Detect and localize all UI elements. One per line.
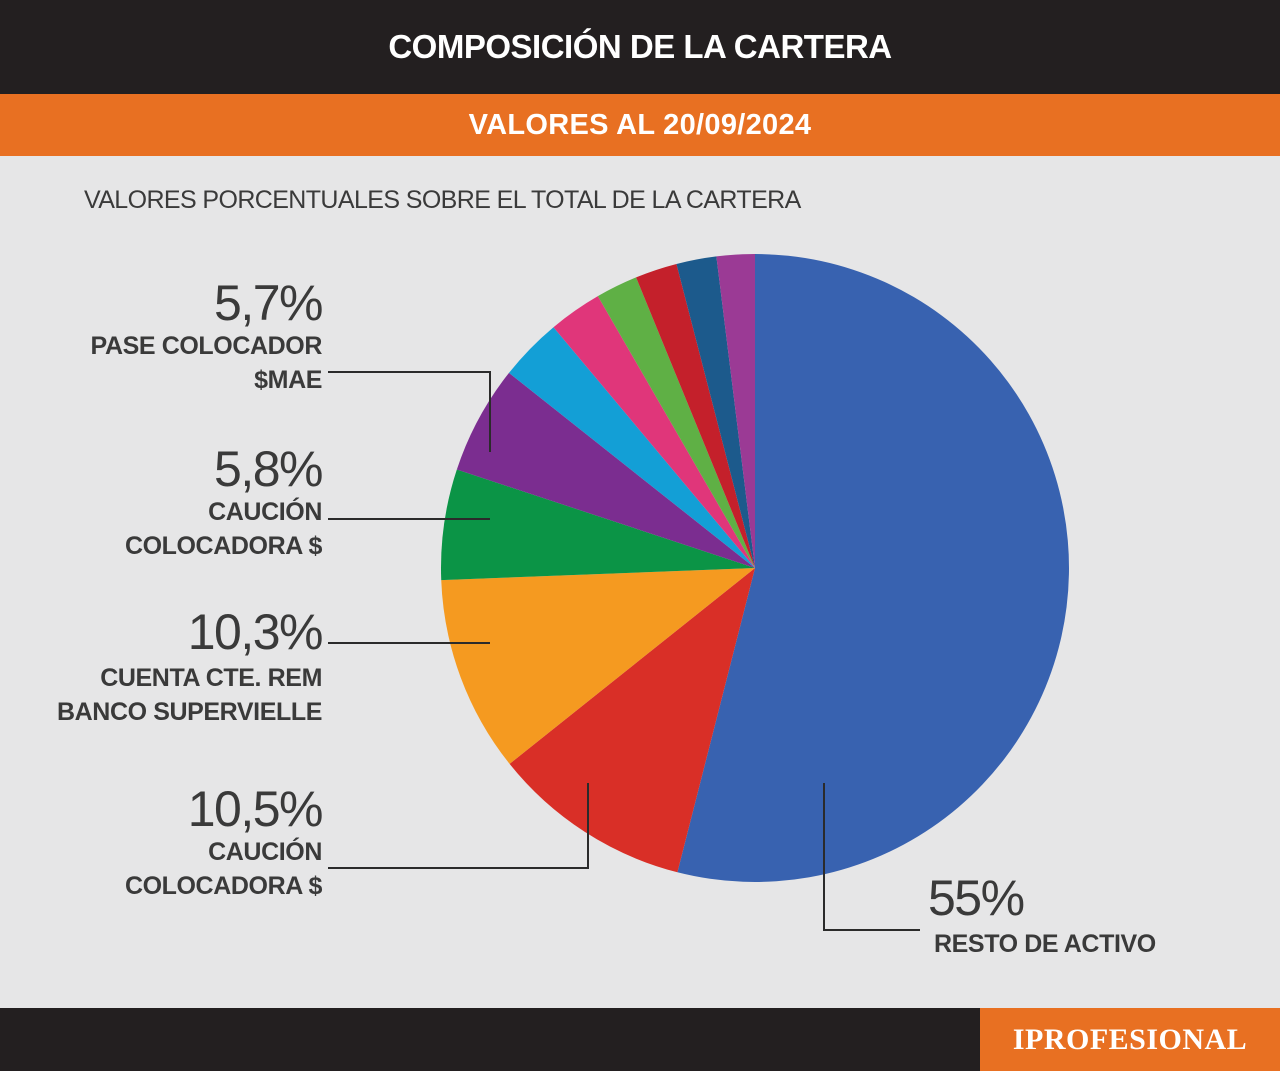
pie-slice — [508, 327, 755, 568]
chart-title: COMPOSICIÓN DE LA CARTERA — [388, 28, 892, 65]
pie-slice — [441, 568, 755, 764]
pie-slice — [440, 469, 755, 581]
pie-slice — [597, 277, 755, 568]
slice-label: RESTO DE ACTIVO — [934, 930, 1156, 958]
slice-value-label: 5,8% — [214, 441, 323, 497]
leader-line — [328, 371, 491, 452]
pie-slices — [440, 254, 1070, 883]
header-bar: COMPOSICIÓN DE LA CARTERA — [0, 0, 1280, 94]
chart-caption: VALORES PORCENTUALES SOBRE EL TOTAL DE L… — [84, 186, 801, 214]
leader-lines — [328, 371, 920, 931]
slice-label: CUENTA CTE. REM BANCO SUPERVIELLE — [20, 661, 322, 729]
pie-slice — [456, 372, 755, 568]
slice-value-label: 10,5% — [187, 781, 324, 837]
slice-label-line: CAUCIÓN — [208, 498, 322, 526]
pie-slice — [677, 254, 1070, 883]
slice-label-line: CAUCIÓN — [208, 838, 322, 866]
slice-label-line: COLOCADORA $ — [124, 532, 322, 560]
slice-label: CAUCIÓN COLOCADORA $ — [20, 835, 322, 903]
slice-label-line: $MAE — [254, 366, 322, 394]
slice-label: CAUCIÓN COLOCADORA $ — [20, 495, 322, 563]
subheader-bar: VALORES AL 20/09/2024 — [0, 94, 1280, 156]
slice-label-line: PASE COLOCADOR — [90, 332, 323, 360]
leader-line — [328, 783, 589, 869]
pie-slice — [509, 568, 755, 873]
chart-subtitle: VALORES AL 20/09/2024 — [468, 108, 812, 141]
slice-value-label: 5,7% — [214, 275, 323, 331]
brand-logo: IPROFESIONAL — [980, 1008, 1280, 1071]
pie-slice — [716, 254, 755, 568]
slice-label-line: BANCO SUPERVIELLE — [56, 698, 322, 726]
pie-slice — [676, 256, 755, 568]
pie-slice — [553, 296, 755, 568]
slice-value-label: 10,3% — [187, 604, 324, 660]
leader-line — [823, 783, 920, 931]
slice-value-label: 55% — [928, 870, 1025, 926]
slice-label: PASE COLOCADOR $MAE — [20, 329, 323, 397]
brand-logo-text: IPROFESIONAL — [1012, 1022, 1248, 1056]
pie-slice — [636, 263, 755, 568]
slice-label-line: CUENTA CTE. REM — [100, 664, 322, 692]
slice-label-line: COLOCADORA $ — [124, 872, 322, 900]
